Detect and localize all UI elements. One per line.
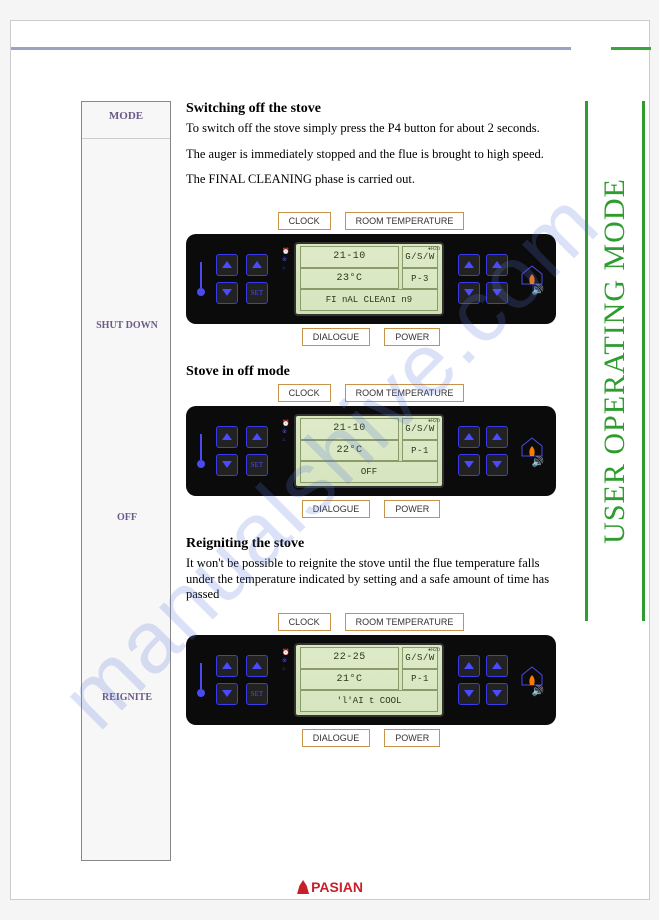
flame-icon: [297, 880, 309, 894]
label-power: POWER: [384, 500, 440, 518]
up-button-1[interactable]: [216, 254, 238, 276]
label-clock: CLOCK: [278, 212, 331, 230]
lcd-right-icons: ●H2O: [428, 418, 440, 424]
lcd-dialogue: 'l'AI t COOL: [300, 690, 438, 712]
down-button-4[interactable]: [486, 282, 508, 304]
section-title-switching-off: Switching off the stove: [186, 101, 556, 117]
control-panel: SET ⏰※♨ ●H2O 22-25 G/S/W 21°C P-1 'l'AI …: [186, 635, 556, 725]
lcd-display: ⏰※♨ ●H2O 21-10 G/S/W 22°C P-1 OFF: [294, 414, 444, 488]
panel-group-reignite: CLOCK ROOM TEMPERATURE SET ⏰※♨ ●H2O 22: [186, 613, 556, 747]
down-button-1[interactable]: [216, 282, 238, 304]
mode-label-shutdown: SHUT DOWN: [82, 320, 172, 331]
lcd-display: ⏰※♨ ●H2O 21-10 G/S/W 23°C P-3 FI nAL CLE…: [294, 242, 444, 316]
down-button-3[interactable]: [458, 282, 480, 304]
paragraph: The FINAL CLEANING phase is carried out.: [186, 172, 556, 188]
paragraph: It won't be possible to reignite the sto…: [186, 556, 556, 603]
lcd-dialogue: FI nAL CLEAnI n9: [300, 289, 438, 311]
control-panel: SET ⏰※♨ ●H2O 21-10 G/S/W 22°C P-1 OFF: [186, 406, 556, 496]
panel-group-shutdown: CLOCK ROOM TEMPERATURE SET ⏰※♨ ●H2O 21: [186, 212, 556, 346]
house-flame-icon: 🔊: [518, 264, 546, 294]
label-power: POWER: [384, 328, 440, 346]
label-power: POWER: [384, 729, 440, 747]
mode-column-header: MODE: [82, 102, 170, 139]
page: manualshive.com USER OPERATING MODE MODE…: [10, 20, 650, 900]
up-button-4[interactable]: [486, 426, 508, 448]
label-clock: CLOCK: [278, 384, 331, 402]
section-title-reigniting: Reigniting the stove: [186, 536, 556, 552]
set-button[interactable]: SET: [246, 683, 268, 705]
down-button-4[interactable]: [486, 454, 508, 476]
lcd-right-icons: ●H2O: [428, 246, 440, 252]
control-panel: SET ⏰※♨ ●H2O 21-10 G/S/W 23°C P-3 FI nAL…: [186, 234, 556, 324]
up-button-3[interactable]: [458, 426, 480, 448]
top-border: [11, 47, 651, 51]
paragraph: To switch off the stove simply press the…: [186, 121, 556, 137]
lcd-dialogue: OFF: [300, 461, 438, 483]
down-button-3[interactable]: [458, 683, 480, 705]
brand-text: PASIAN: [311, 879, 363, 895]
set-button[interactable]: SET: [246, 282, 268, 304]
up-button-2[interactable]: [246, 254, 268, 276]
lcd-side-icons: ⏰※♨: [282, 248, 294, 272]
lcd-display: ⏰※♨ ●H2O 22-25 G/S/W 21°C P-1 'l'AI t CO…: [294, 643, 444, 717]
up-button-1[interactable]: [216, 426, 238, 448]
lcd-clock: 21-10: [300, 418, 399, 440]
lcd-temp: 21°C: [300, 669, 399, 691]
lcd-side-icons: ⏰※♨: [282, 649, 294, 673]
down-button-1[interactable]: [216, 454, 238, 476]
down-button-4[interactable]: [486, 683, 508, 705]
label-clock: CLOCK: [278, 613, 331, 631]
lcd-power: P-1: [402, 440, 438, 462]
lcd-clock: 22-25: [300, 647, 399, 669]
down-button-3[interactable]: [458, 454, 480, 476]
thermometer-icon: [196, 434, 206, 468]
up-button-4[interactable]: [486, 655, 508, 677]
house-flame-icon: 🔊: [518, 436, 546, 466]
speaker-icon: 🔊: [532, 686, 544, 697]
thermometer-icon: [196, 663, 206, 697]
mode-column: MODE SHUT DOWN OFF REIGNITE: [81, 101, 171, 861]
up-button-1[interactable]: [216, 655, 238, 677]
label-dialogue: DIALOGUE: [302, 328, 371, 346]
lcd-right-icons: ●H2O: [428, 647, 440, 653]
speaker-icon: 🔊: [532, 285, 544, 296]
label-dialogue: DIALOGUE: [302, 500, 371, 518]
house-flame-icon: 🔊: [518, 665, 546, 695]
up-button-3[interactable]: [458, 655, 480, 677]
label-room-temp: ROOM TEMPERATURE: [345, 613, 465, 631]
section-title-off-mode: Stove in off mode: [186, 364, 556, 380]
label-room-temp: ROOM TEMPERATURE: [345, 384, 465, 402]
content-area: Switching off the stove To switch off th…: [186, 101, 556, 765]
label-dialogue: DIALOGUE: [302, 729, 371, 747]
mode-label-reignite: REIGNITE: [82, 692, 172, 703]
set-button[interactable]: SET: [246, 454, 268, 476]
up-button-2[interactable]: [246, 655, 268, 677]
lcd-temp: 22°C: [300, 440, 399, 462]
paragraph: The auger is immediately stopped and the…: [186, 147, 556, 163]
down-button-1[interactable]: [216, 683, 238, 705]
footer-logo: PASIAN: [297, 879, 363, 895]
label-room-temp: ROOM TEMPERATURE: [345, 212, 465, 230]
mode-label-off: OFF: [82, 512, 172, 523]
up-button-4[interactable]: [486, 254, 508, 276]
lcd-side-icons: ⏰※♨: [282, 420, 294, 444]
up-button-3[interactable]: [458, 254, 480, 276]
side-tab: USER OPERATING MODE: [585, 101, 645, 621]
panel-group-off: CLOCK ROOM TEMPERATURE SET ⏰※♨ ●H2O 21: [186, 384, 556, 518]
thermometer-icon: [196, 262, 206, 296]
lcd-power: P-3: [402, 268, 438, 290]
lcd-clock: 21-10: [300, 246, 399, 268]
lcd-temp: 23°C: [300, 268, 399, 290]
up-button-2[interactable]: [246, 426, 268, 448]
side-tab-text: USER OPERATING MODE: [598, 178, 632, 544]
speaker-icon: 🔊: [532, 457, 544, 468]
lcd-power: P-1: [402, 669, 438, 691]
